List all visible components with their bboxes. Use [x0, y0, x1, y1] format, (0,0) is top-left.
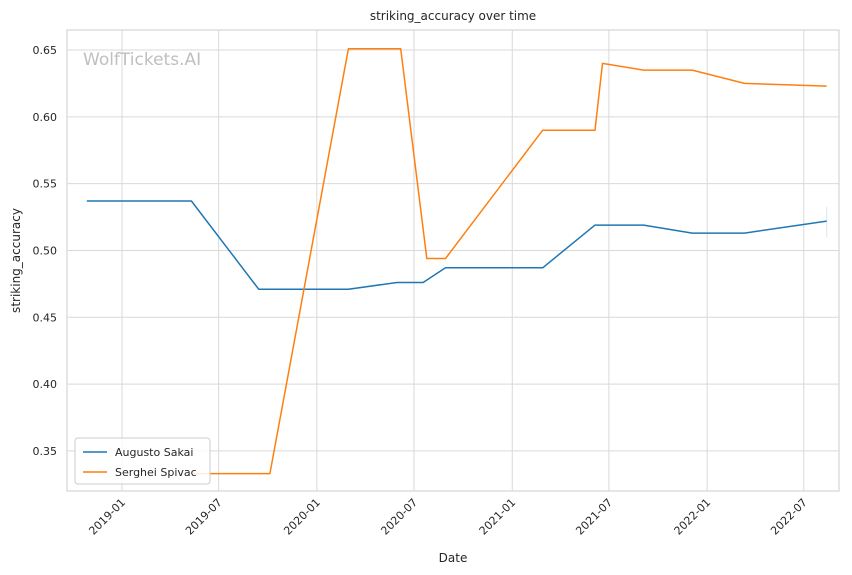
legend-label: Serghei Spivac [115, 466, 197, 479]
x-tick-label: 2021-01 [477, 496, 519, 538]
series-line-1 [191, 47, 827, 475]
y-tick-label: 0.35 [33, 445, 58, 458]
watermark: WolfTickets.AI [83, 50, 201, 70]
x-tick-label: 2020-01 [281, 496, 323, 538]
x-tick-label: 2019-01 [86, 496, 128, 538]
chart-title: striking_accuracy over time [370, 9, 536, 23]
gridlines [67, 30, 839, 491]
y-tick-label: 0.65 [33, 44, 58, 57]
x-tick-label: 2021-07 [573, 496, 615, 538]
x-tick-labels: 2019-01 2019-07 2020-01 2020-07 2021-01 2021-… [86, 496, 809, 538]
x-tick-label: 2022-01 [672, 496, 714, 538]
y-tick-label: 0.60 [33, 111, 58, 124]
legend-box [74, 437, 211, 485]
legend: Augusto Sakai Serghei Spivac [74, 437, 211, 485]
y-tick-label: 0.50 [33, 244, 58, 257]
x-tick-label: 2020-07 [378, 496, 420, 538]
x-axis-title: Date [439, 551, 468, 565]
series-line-0 [86, 200, 827, 290]
x-tick-label: 2022-07 [768, 496, 810, 538]
series-lines [86, 47, 828, 475]
y-tick-label: 0.55 [33, 178, 58, 191]
legend-label: Augusto Sakai [115, 446, 193, 459]
y-tick-labels: 0.35 0.40 0.45 0.50 0.55 0.60 0.65 [33, 44, 58, 458]
x-tick-label: 2019-07 [183, 496, 225, 538]
y-axis-title: striking_accuracy [9, 208, 23, 313]
plot-area [66, 29, 840, 492]
y-tick-label: 0.45 [33, 311, 58, 324]
y-tick-label: 0.40 [33, 378, 58, 391]
